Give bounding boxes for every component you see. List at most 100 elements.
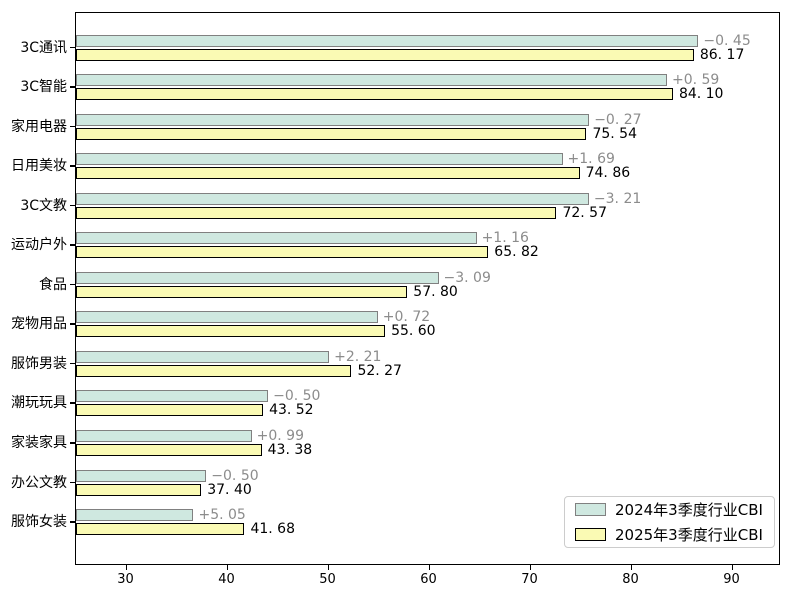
x-tick bbox=[529, 565, 532, 570]
delta-label: +0. 59 bbox=[671, 72, 720, 89]
y-tick bbox=[70, 521, 75, 523]
bar-2025 bbox=[76, 364, 352, 377]
delta-label: +0. 72 bbox=[382, 309, 431, 326]
y-tick bbox=[70, 402, 75, 404]
category-label: 3C智能 bbox=[20, 79, 67, 96]
value-label: 57. 80 bbox=[413, 283, 458, 300]
x-tick bbox=[630, 565, 633, 570]
x-tick bbox=[327, 565, 329, 570]
bar-2025 bbox=[76, 127, 587, 140]
x-tick-label: 80 bbox=[622, 572, 639, 587]
value-label: 65. 82 bbox=[494, 244, 539, 261]
value-label: 75. 54 bbox=[592, 125, 637, 142]
bar-2024 bbox=[76, 390, 269, 403]
x-tick bbox=[731, 565, 734, 570]
value-label: 41. 68 bbox=[250, 521, 295, 538]
legend-entry-2024: 2024年3季度行业CBI bbox=[575, 500, 764, 520]
bar-2024 bbox=[76, 509, 194, 522]
y-tick bbox=[70, 165, 75, 167]
bar-2025 bbox=[76, 444, 262, 456]
y-tick bbox=[70, 46, 75, 48]
x-tick bbox=[226, 565, 228, 570]
legend-entry-2025: 2025年3季度行业CBI bbox=[575, 525, 764, 545]
delta-label: +2. 21 bbox=[334, 348, 382, 365]
value-label: 72. 57 bbox=[562, 204, 607, 221]
category-label: 食品 bbox=[39, 276, 67, 293]
delta-label: −0. 50 bbox=[211, 467, 259, 484]
delta-label: −3. 09 bbox=[443, 269, 491, 286]
bar-2024 bbox=[76, 469, 207, 482]
category-label: 3C通讯 bbox=[20, 39, 67, 56]
y-tick bbox=[70, 204, 75, 207]
legend-swatch-2025-icon bbox=[575, 528, 606, 541]
legend-label-2025: 2025年3季度行业CBI bbox=[615, 525, 763, 544]
category-label: 运动户外 bbox=[11, 237, 67, 254]
category-label: 服饰女装 bbox=[11, 514, 67, 531]
y-tick bbox=[70, 323, 75, 325]
value-label: 55. 60 bbox=[391, 323, 436, 340]
x-tick-label: 50 bbox=[319, 572, 336, 587]
category-label: 家用电器 bbox=[11, 118, 67, 135]
delta-label: +0. 99 bbox=[256, 428, 304, 444]
x-tick-label: 90 bbox=[723, 572, 740, 587]
x-tick bbox=[428, 565, 431, 570]
category-label: 潮玩玩具 bbox=[11, 395, 67, 412]
category-label: 服饰男装 bbox=[11, 355, 67, 372]
plot-area: −0. 45 86. 17 +0. 59 84. 10 −0. 27 75. 54 +1. … bbox=[75, 12, 780, 565]
x-tick-label: 30 bbox=[117, 572, 134, 587]
bar-2024 bbox=[76, 192, 589, 205]
bar-2024 bbox=[76, 311, 378, 324]
delta-label: −0. 27 bbox=[594, 111, 642, 128]
bar-2024 bbox=[76, 271, 439, 284]
bar-2025 bbox=[76, 523, 245, 536]
value-label: 74. 86 bbox=[585, 165, 631, 182]
y-tick bbox=[70, 362, 75, 365]
bar-2025 bbox=[76, 246, 489, 259]
bar-2025 bbox=[76, 285, 408, 298]
bar-2024 bbox=[76, 430, 252, 442]
bar-2025 bbox=[76, 48, 694, 61]
category-label: 日用美妆 bbox=[11, 158, 67, 175]
category-label: 家装家具 bbox=[11, 435, 67, 451]
bar-2024 bbox=[76, 232, 477, 245]
value-label: 37. 40 bbox=[207, 481, 252, 498]
legend-label-2024: 2024年3季度行业CBI bbox=[615, 500, 763, 519]
legend-swatch-2024-icon bbox=[575, 503, 606, 516]
y-tick bbox=[70, 244, 75, 246]
bar-2025 bbox=[76, 206, 557, 219]
x-tick-label: 60 bbox=[420, 572, 437, 587]
y-tick bbox=[70, 481, 75, 484]
bar-2024 bbox=[76, 153, 563, 166]
x-tick-label: 40 bbox=[218, 572, 235, 587]
bar-2025 bbox=[76, 404, 264, 417]
value-label: 43. 52 bbox=[269, 402, 314, 419]
delta-label: +5. 05 bbox=[198, 507, 246, 524]
x-tick-label: 70 bbox=[521, 572, 538, 587]
delta-label: −3. 21 bbox=[593, 190, 642, 207]
legend: 2024年3季度行业CBI 2025年3季度行业CBI bbox=[564, 496, 775, 548]
y-tick bbox=[70, 442, 75, 444]
bar-2025 bbox=[76, 88, 673, 101]
delta-label: −0. 45 bbox=[703, 32, 751, 49]
x-tick bbox=[125, 565, 127, 570]
bar-2024 bbox=[76, 350, 330, 363]
y-tick bbox=[70, 125, 75, 128]
value-label: 43. 38 bbox=[267, 442, 313, 458]
category-label: 3C文教 bbox=[20, 197, 67, 214]
value-label: 86. 17 bbox=[699, 46, 745, 63]
y-tick bbox=[70, 283, 75, 286]
bar-2024 bbox=[76, 34, 699, 47]
category-label: 宠物用品 bbox=[11, 316, 67, 333]
value-label: 52. 27 bbox=[357, 362, 402, 379]
delta-label: −0. 50 bbox=[273, 388, 321, 405]
category-label: 办公文教 bbox=[11, 474, 67, 491]
bar-2024 bbox=[76, 74, 667, 87]
bar-2025 bbox=[76, 167, 580, 180]
delta-label: +1. 69 bbox=[567, 151, 615, 168]
bar-2025 bbox=[76, 483, 202, 496]
value-label: 84. 10 bbox=[678, 86, 724, 103]
bar-2024 bbox=[76, 113, 590, 126]
y-tick bbox=[70, 86, 75, 88]
bar-2025 bbox=[76, 325, 386, 338]
